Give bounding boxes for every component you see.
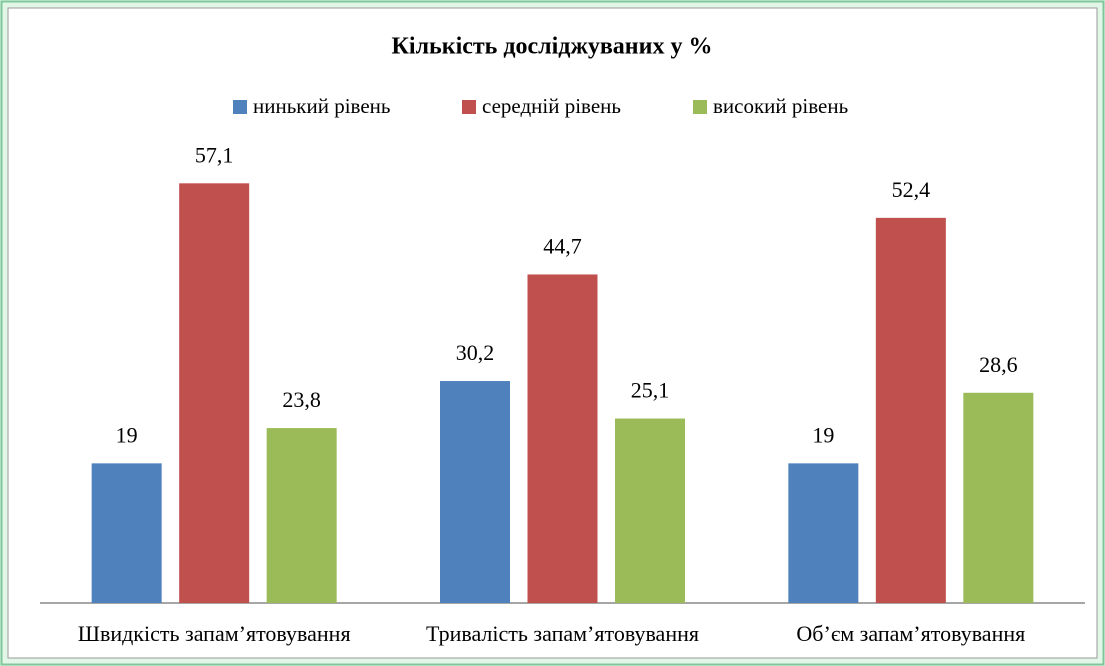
bar — [91, 463, 162, 603]
data-label: 19 — [812, 422, 834, 447]
legend-label: середній рівень — [482, 94, 621, 118]
x-tick-label: Тривалість запам’ятовування — [426, 621, 699, 646]
x-tick-label: Об’єм запам’ятовування — [796, 621, 1025, 646]
bar — [179, 183, 250, 603]
bar — [788, 463, 859, 603]
data-label: 57,1 — [195, 142, 234, 167]
legend-label: високий рівень — [713, 94, 848, 118]
data-label: 44,7 — [543, 234, 582, 259]
data-label: 52,4 — [892, 177, 931, 202]
bar — [875, 217, 946, 604]
bar — [615, 418, 685, 603]
data-label: 28,6 — [979, 352, 1018, 377]
legend-swatch — [462, 100, 476, 114]
legend-label: нинький рівень — [253, 94, 390, 118]
data-label: 19 — [116, 422, 138, 447]
bar — [963, 392, 1034, 603]
legend-swatch — [693, 100, 707, 114]
bar — [266, 428, 337, 603]
data-label: 30,2 — [456, 340, 495, 365]
legend-swatch — [233, 100, 247, 114]
bar — [440, 381, 510, 603]
chart-title: Кількість досліджуваних у % — [392, 34, 713, 60]
x-tick-label: Швидкість запам’ятовування — [78, 621, 351, 646]
data-label: 25,1 — [631, 378, 670, 403]
bar — [527, 274, 598, 603]
data-label: 23,8 — [282, 387, 321, 412]
